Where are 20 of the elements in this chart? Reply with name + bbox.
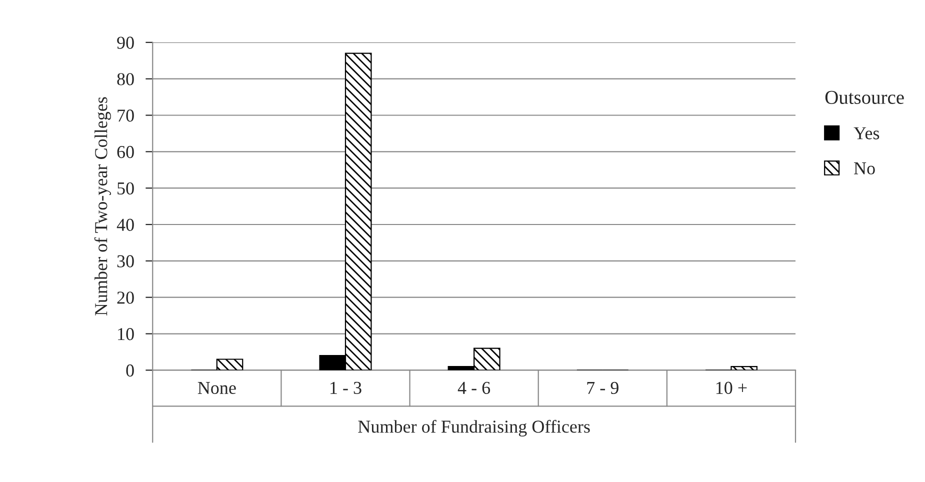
x-tick-label: 4 - 6 [458, 382, 490, 394]
x-tick-label: 1 - 3 [330, 382, 362, 394]
legend-title: Outsource [825, 90, 904, 104]
legend-label: Yes [854, 127, 880, 140]
legend-label: No [854, 162, 875, 174]
x-tick-label: None [198, 382, 236, 394]
y-tick-label: 50 [118, 182, 134, 195]
x-tick-label: 7 - 9 [587, 382, 618, 394]
y-tick-label: 30 [117, 255, 134, 268]
y-tick-label: 80 [117, 73, 134, 86]
y-tick-label: 0 [126, 364, 134, 377]
x-axis-title: Number of Fundraising Officers [358, 420, 590, 436]
y-tick-label: 70 [118, 110, 134, 122]
y-axis-title: Number of Two-year Colleges [94, 97, 111, 316]
x-tick-label: 10 + [716, 382, 747, 394]
y-tick-label: 10 [118, 328, 134, 340]
y-tick-label: 20 [117, 292, 134, 304]
y-tick-label: 60 [117, 146, 134, 158]
y-tick-label: 40 [116, 218, 134, 231]
y-tick-label: 90 [117, 36, 134, 49]
